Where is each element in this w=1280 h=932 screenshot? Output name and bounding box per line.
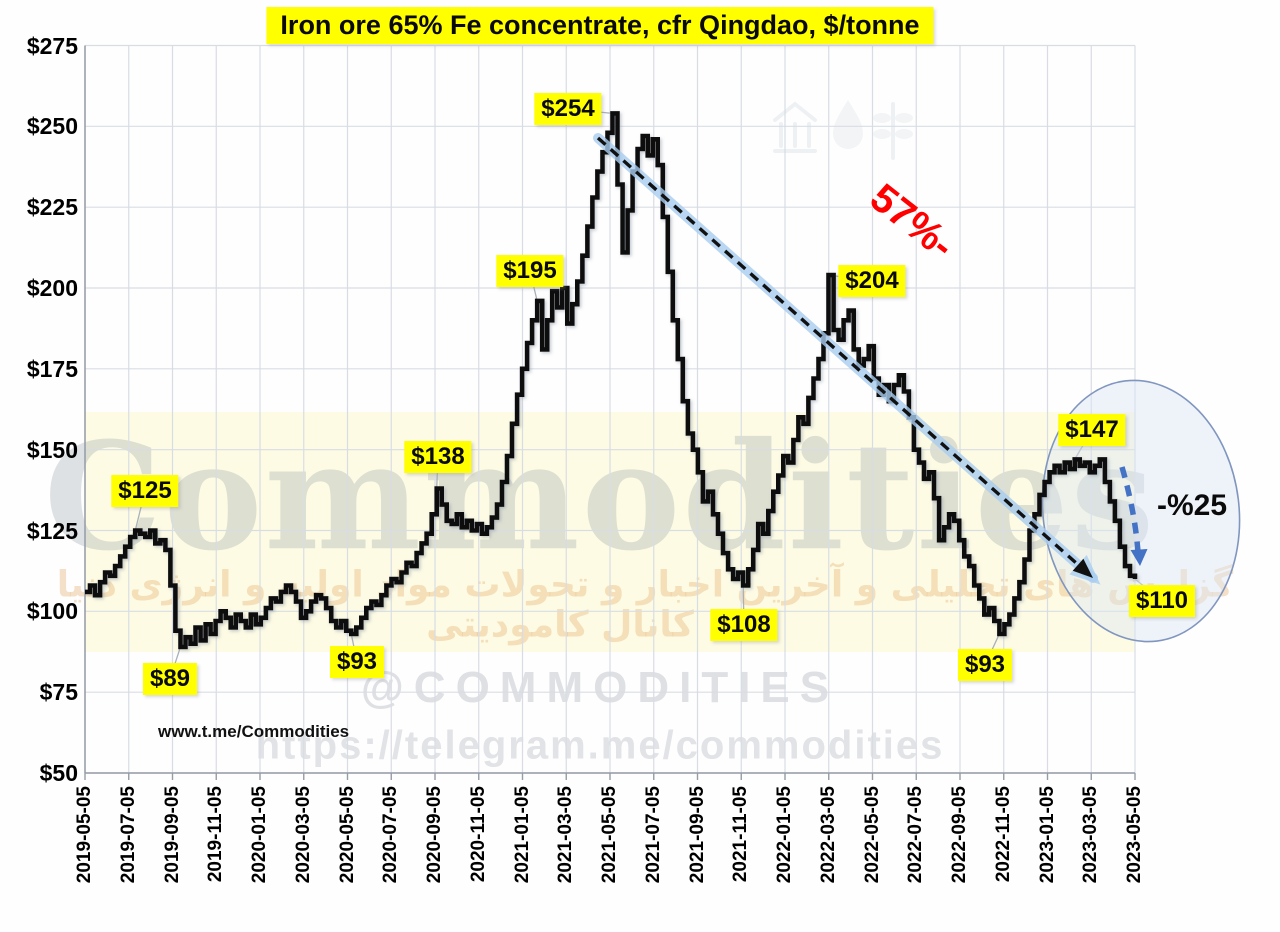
label-leader-line bbox=[350, 633, 358, 663]
label-leader-line bbox=[529, 270, 538, 302]
branch-icon bbox=[873, 129, 891, 139]
branch-icon bbox=[895, 113, 913, 123]
price-line bbox=[85, 111, 1138, 650]
trend-dashed-line bbox=[596, 136, 1084, 570]
oil-drop-icon bbox=[833, 100, 863, 149]
recent-drop-arrowhead bbox=[1130, 549, 1148, 566]
recent-drop-arrow bbox=[1119, 466, 1141, 553]
bank-icon bbox=[773, 101, 817, 122]
label-leader-line bbox=[567, 108, 613, 115]
watermark-handle: @COMMODITIES bbox=[360, 663, 840, 712]
label-leader-line bbox=[984, 633, 1000, 666]
recent-period-ellipse bbox=[1041, 379, 1241, 643]
branch-icon bbox=[873, 113, 891, 123]
branch-icon bbox=[895, 129, 913, 139]
faint-logo bbox=[773, 100, 913, 160]
watermark-persian-line1: گزارش های تحلیلی و آخرین اخبار و تحولات … bbox=[56, 564, 1234, 606]
label-leader-line bbox=[742, 585, 745, 626]
label-leader-line bbox=[169, 646, 182, 680]
trend-arrowhead bbox=[1072, 558, 1093, 578]
watermark-telegram-url: https://telegram.me/commodities bbox=[255, 723, 945, 768]
label-leader-line bbox=[436, 456, 439, 489]
label-leader-line bbox=[134, 490, 146, 531]
